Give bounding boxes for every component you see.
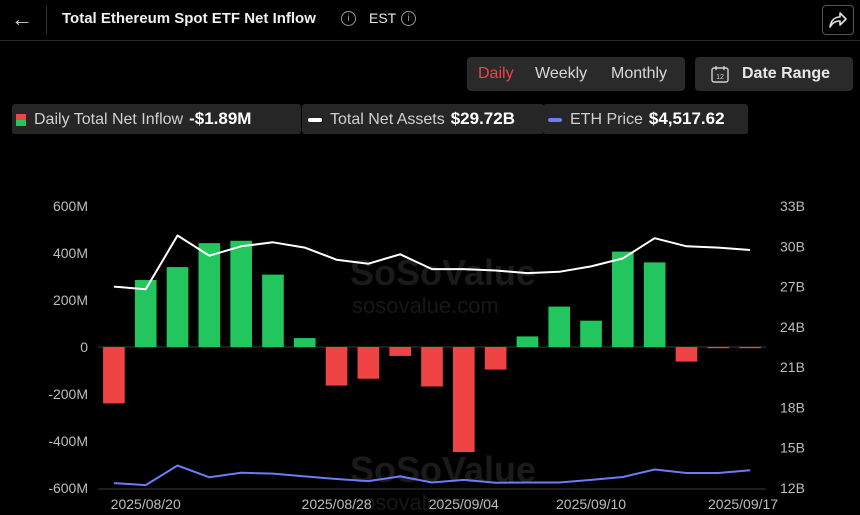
x-tick-label: 2025/09/04 (429, 496, 499, 512)
inflow-bar[interactable] (675, 347, 698, 362)
inflow-bar[interactable] (293, 338, 316, 347)
legend-label: ETH Price (570, 111, 643, 128)
y-right-tick-label: 33B (780, 198, 805, 214)
date-range-button[interactable]: 12 Date Range (695, 57, 853, 91)
bar-legend-icon (16, 113, 26, 126)
watermark-brand: SoSoValue (350, 252, 536, 293)
y-right-tick-label: 30B (780, 238, 805, 254)
inflow-bar[interactable] (739, 347, 761, 349)
x-tick-label: 2025/09/17 (708, 496, 778, 512)
inflow-bar[interactable] (103, 347, 125, 404)
inflow-bar[interactable] (707, 347, 730, 349)
share-icon (829, 12, 847, 28)
x-tick-label: 2025/08/20 (111, 496, 181, 512)
legend-value: $29.72B (450, 109, 515, 128)
inflow-bar[interactable] (516, 336, 539, 347)
watermark-brand: SoSoValue (350, 449, 536, 490)
inflow-bar[interactable] (452, 347, 475, 453)
legend-total-net-assets[interactable]: Total Net Assets $29.72B (302, 104, 544, 134)
tab-monthly[interactable]: Monthly (611, 65, 668, 82)
y-right-tick-label: 12B (780, 480, 805, 496)
back-arrow-icon[interactable]: ← (11, 6, 33, 31)
info-icon[interactable]: i (341, 11, 356, 26)
tab-daily[interactable]: Daily (478, 65, 514, 82)
inflow-bar[interactable] (198, 243, 221, 347)
legend-label: Daily Total Net Inflow (34, 111, 184, 128)
y-right-tick-label: 21B (780, 359, 805, 375)
calendar-icon: 12 (711, 66, 729, 83)
y-left-tick-label: 0 (80, 339, 88, 355)
y-left-tick-label: 200M (53, 292, 88, 308)
tab-weekly[interactable]: Weekly (535, 65, 588, 82)
inflow-bar[interactable] (643, 262, 666, 347)
timezone-info-icon[interactable]: i (401, 11, 416, 26)
legend-net-inflow[interactable]: Daily Total Net Inflow -$1.89M (12, 104, 301, 134)
inflow-bar[interactable] (262, 274, 284, 347)
legend-value: -$1.89M (189, 109, 252, 128)
watermark-domain: sosovalue.com (352, 490, 499, 515)
y-right-tick-label: 27B (780, 279, 805, 295)
y-right-tick-label: 15B (780, 440, 805, 456)
top-bar: ← Total Ethereum Spot ETF Net Inflow i E… (0, 0, 860, 41)
y-left-tick-label: -600M (48, 480, 88, 496)
watermark-domain: sosovalue.com (352, 293, 499, 318)
timeframe-tabs: Daily Weekly Monthly (467, 57, 685, 91)
inflow-bar[interactable] (484, 347, 507, 370)
timezone-label: EST (369, 10, 397, 26)
eth-price-line (113, 464, 751, 487)
page-title: Total Ethereum Spot ETF Net Inflow (62, 10, 316, 27)
x-tick-label: 2025/09/10 (556, 496, 626, 512)
x-tick-label: 2025/08/28 (302, 496, 372, 512)
inflow-bar[interactable] (421, 347, 443, 387)
bar-series (103, 240, 761, 453)
line-legend-icon (548, 117, 562, 122)
divider (46, 6, 47, 34)
inflow-bar[interactable] (325, 347, 348, 386)
legend-label: Total Net Assets (330, 111, 445, 128)
inflow-bar[interactable] (357, 347, 380, 379)
y-left-tick-label: -200M (48, 386, 88, 402)
line-legend-icon (308, 117, 322, 122)
share-button[interactable] (822, 5, 854, 35)
inflow-bar[interactable] (134, 280, 157, 347)
watermark: SoSoValuesosovalue.comSoSoValuesosovalue… (350, 252, 536, 515)
line-series (113, 234, 751, 487)
y-left-tick-label: -400M (48, 433, 88, 449)
inflow-bar[interactable] (612, 251, 634, 347)
inflow-bar[interactable] (166, 267, 189, 347)
date-range-label: Date Range (742, 65, 831, 82)
y-left-tick-label: 400M (53, 245, 88, 261)
y-right-tick-label: 24B (780, 319, 805, 335)
inflow-bar[interactable] (230, 240, 252, 347)
y-right-tick-label: 18B (780, 399, 805, 415)
inflow-bar[interactable] (389, 347, 412, 356)
legend-eth-price[interactable]: ETH Price $4,517.62 (543, 104, 748, 134)
legend-value: $4,517.62 (648, 109, 725, 128)
svg-text:12: 12 (716, 74, 724, 81)
y-left-tick-label: 600M (53, 198, 88, 214)
chart-axes: 600M 400M 200M 0 -200M -400M -600M 33B 30B 27B 24B… (48, 198, 805, 512)
total-net-assets-line (113, 234, 751, 291)
inflow-bar[interactable] (580, 320, 602, 347)
inflow-bar[interactable] (548, 306, 571, 347)
